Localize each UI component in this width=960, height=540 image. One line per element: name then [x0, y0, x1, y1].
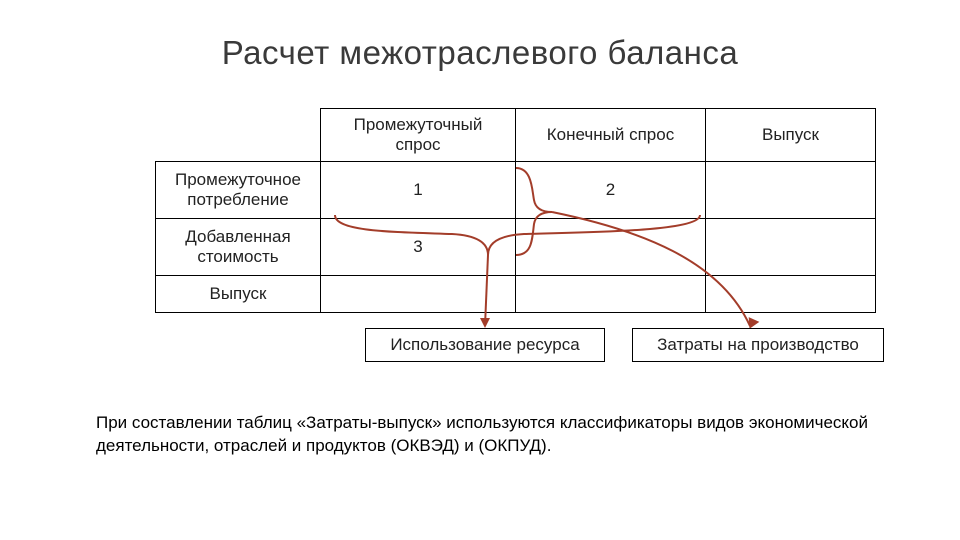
balance-table: Промежуточный спрос Конечный спрос Выпус…: [155, 108, 875, 313]
col-header-2: Выпуск: [706, 109, 876, 162]
cell-2: 2: [516, 162, 706, 219]
cell-3: 3: [321, 219, 516, 276]
col-header-0: Промежуточный спрос: [321, 109, 516, 162]
cell-empty-2-1: [516, 276, 706, 313]
row-label-2: Выпуск: [156, 276, 321, 313]
cell-empty-2-2: [706, 276, 876, 313]
col-header-1: Конечный спрос: [516, 109, 706, 162]
cell-empty-1-2: [706, 219, 876, 276]
cell-empty-2-0: [321, 276, 516, 313]
row-label-1: Добавленная стоимость: [156, 219, 321, 276]
corner-cell: [156, 109, 321, 162]
callout-resource-use: Использование ресурса: [365, 328, 605, 362]
row-label-0: Промежуточное потребление: [156, 162, 321, 219]
footnote-paragraph: При составлении таблиц «Затраты-выпуск» …: [96, 412, 876, 458]
page-title: Расчет межотраслевого баланса: [0, 34, 960, 72]
callout-production-cost: Затраты на производство: [632, 328, 884, 362]
cell-empty-0-2: [706, 162, 876, 219]
cell-1: 1: [321, 162, 516, 219]
cell-empty-1-1: [516, 219, 706, 276]
